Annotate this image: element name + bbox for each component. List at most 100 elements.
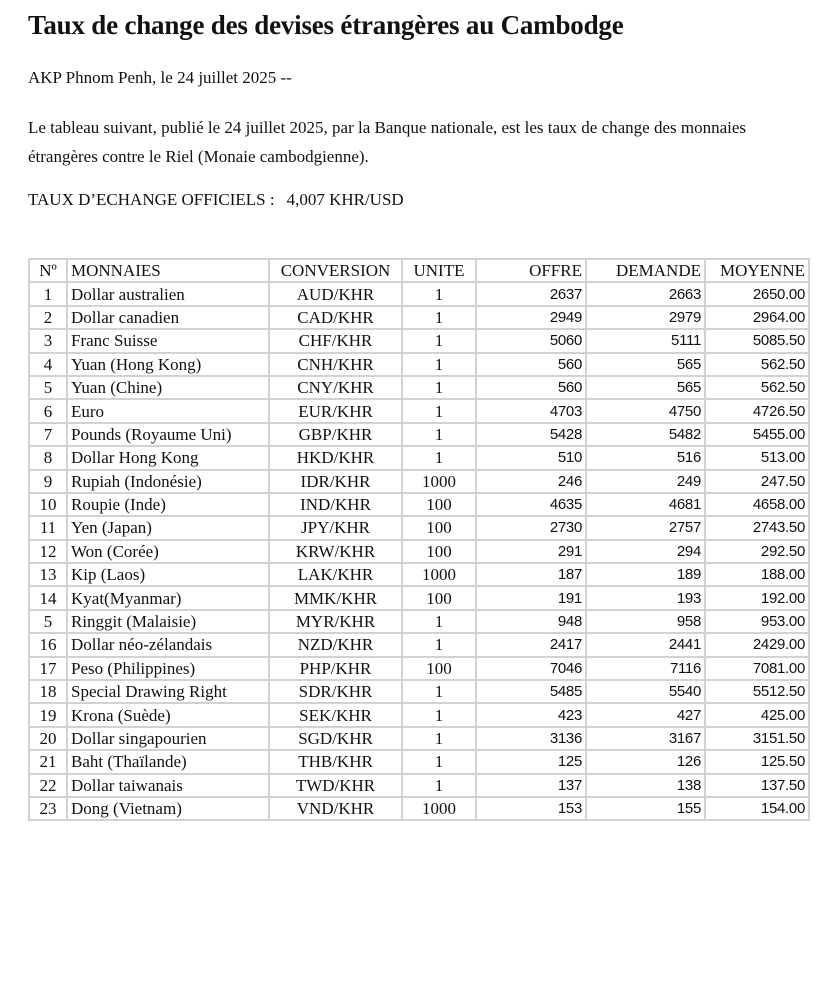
cell-conversion: HKD/KHR [268, 445, 403, 471]
table-row: 10 Roupie (Inde) IND/KHR 100 4635 4681 4658.00 [28, 491, 810, 518]
cell-average: 3151.50 [704, 725, 810, 752]
cell-currency: Dollar canadien [66, 304, 270, 331]
cell-conversion: NZD/KHR [268, 632, 403, 658]
official-rate-label: TAUX D’ECHANGE OFFICIELS : [28, 190, 275, 209]
cell-unit: 1 [401, 398, 477, 424]
cell-currency: Ringgit (Malaisie) [66, 608, 270, 635]
cell-unit: 100 [401, 655, 477, 682]
cell-unit: 1 [401, 281, 477, 307]
cell-average: 125.50 [704, 749, 810, 775]
cell-average: 137.50 [704, 772, 810, 799]
cell-conversion: KRW/KHR [268, 538, 403, 565]
table-row: 17 Peso (Philippines) PHP/KHR 100 7046 7116 70… [28, 655, 810, 682]
cell-average: 5512.50 [704, 679, 810, 705]
cell-demand: 5540 [585, 679, 706, 705]
cell-offer: 560 [475, 374, 587, 401]
cell-demand: 2979 [585, 304, 706, 331]
cell-offer: 560 [475, 351, 587, 377]
cell-conversion: MMK/KHR [268, 585, 403, 611]
cell-currency: Dong (Vietnam) [66, 795, 270, 822]
cell-offer: 2417 [475, 632, 587, 658]
table-row: 7 Pounds (Royaume Uni) GBP/KHR 1 5428 5482 545… [28, 421, 810, 448]
cell-number: 19 [28, 702, 68, 728]
cell-currency: Baht (Thaïlande) [66, 749, 270, 775]
cell-unit: 100 [401, 585, 477, 611]
cell-unit: 1 [401, 351, 477, 377]
cell-average: 5085.50 [704, 328, 810, 354]
cell-unit: 1 [401, 608, 477, 635]
cell-number: 5 [28, 374, 68, 401]
cell-demand: 5482 [585, 421, 706, 448]
header-offer: OFFRE [475, 257, 587, 284]
cell-number: 11 [28, 515, 68, 541]
table-row: 11 Yen (Japan) JPY/KHR 100 2730 2757 2743.50 [28, 515, 810, 541]
cell-conversion: VND/KHR [268, 795, 403, 822]
cell-number: 17 [28, 655, 68, 682]
cell-demand: 565 [585, 351, 706, 377]
cell-number: 6 [28, 398, 68, 424]
cell-currency: Pounds (Royaume Uni) [66, 421, 270, 448]
cell-average: 192.00 [704, 585, 810, 611]
cell-offer: 5428 [475, 421, 587, 448]
cell-currency: Yen (Japan) [66, 515, 270, 541]
cell-currency: Roupie (Inde) [66, 491, 270, 518]
table-row: 23 Dong (Vietnam) VND/KHR 1000 153 155 154.00 [28, 795, 810, 822]
table-row: 9 Rupiah (Indonésie) IDR/KHR 1000 246 249 247.… [28, 468, 810, 494]
cell-conversion: SDR/KHR [268, 679, 403, 705]
cell-conversion: SGD/KHR [268, 725, 403, 752]
cell-currency: Won (Corée) [66, 538, 270, 565]
cell-number: 23 [28, 795, 68, 822]
table-row: 16 Dollar néo-zélandais NZD/KHR 1 2417 2441 24… [28, 632, 810, 658]
cell-average: 4658.00 [704, 491, 810, 518]
cell-offer: 5060 [475, 328, 587, 354]
cell-conversion: LAK/KHR [268, 562, 403, 588]
table-row: 8 Dollar Hong Kong HKD/KHR 1 510 516 513.00 [28, 445, 810, 471]
cell-unit: 1 [401, 374, 477, 401]
cell-number: 8 [28, 445, 68, 471]
cell-offer: 2730 [475, 515, 587, 541]
cell-offer: 4703 [475, 398, 587, 424]
cell-unit: 1 [401, 749, 477, 775]
cell-average: 4726.50 [704, 398, 810, 424]
table-row: 6 Euro EUR/KHR 1 4703 4750 4726.50 [28, 398, 810, 424]
table-row: 14 Kyat(Myanmar) MMK/KHR 100 191 193 192.00 [28, 585, 810, 611]
cell-number: 5 [28, 608, 68, 635]
cell-demand: 427 [585, 702, 706, 728]
cell-offer: 2949 [475, 304, 587, 331]
cell-average: 188.00 [704, 562, 810, 588]
cell-currency: Yuan (Chine) [66, 374, 270, 401]
cell-currency: Krona (Suède) [66, 702, 270, 728]
cell-offer: 7046 [475, 655, 587, 682]
cell-conversion: THB/KHR [268, 749, 403, 775]
cell-offer: 191 [475, 585, 587, 611]
cell-number: 18 [28, 679, 68, 705]
cell-offer: 3136 [475, 725, 587, 752]
cell-unit: 1 [401, 702, 477, 728]
cell-unit: 1 [401, 421, 477, 448]
cell-demand: 958 [585, 608, 706, 635]
cell-offer: 153 [475, 795, 587, 822]
header-demand: DEMANDE [585, 257, 706, 284]
cell-number: 7 [28, 421, 68, 448]
cell-number: 20 [28, 725, 68, 752]
cell-conversion: SEK/KHR [268, 702, 403, 728]
cell-demand: 249 [585, 468, 706, 494]
cell-number: 13 [28, 562, 68, 588]
cell-demand: 126 [585, 749, 706, 775]
cell-unit: 1 [401, 772, 477, 799]
cell-currency: Dollar Hong Kong [66, 445, 270, 471]
cell-conversion: CNY/KHR [268, 374, 403, 401]
cell-average: 2650.00 [704, 281, 810, 307]
cell-number: 3 [28, 328, 68, 354]
table-row: 12 Won (Corée) KRW/KHR 100 291 294 292.50 [28, 538, 810, 565]
cell-currency: Rupiah (Indonésie) [66, 468, 270, 494]
cell-unit: 1 [401, 445, 477, 471]
cell-average: 425.00 [704, 702, 810, 728]
table-row: 21 Baht (Thaïlande) THB/KHR 1 125 126 125.50 [28, 749, 810, 775]
table-row: 4 Yuan (Hong Kong) CNH/KHR 1 560 565 562.50 [28, 351, 810, 377]
cell-offer: 187 [475, 562, 587, 588]
cell-unit: 100 [401, 515, 477, 541]
cell-currency: Yuan (Hong Kong) [66, 351, 270, 377]
cell-demand: 189 [585, 562, 706, 588]
cell-currency: Special Drawing Right [66, 679, 270, 705]
